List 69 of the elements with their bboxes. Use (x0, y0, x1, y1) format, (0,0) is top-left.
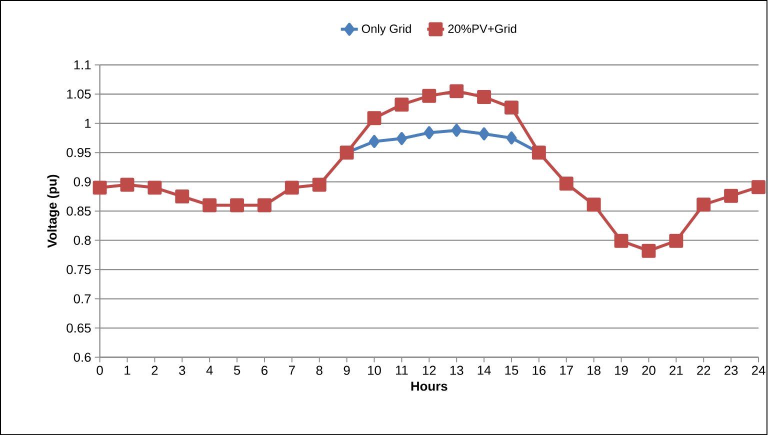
x-tick-label: 20 (642, 366, 656, 375)
point (396, 132, 407, 145)
x-tick-label: 14 (478, 366, 491, 375)
point (614, 234, 628, 248)
point (478, 127, 490, 140)
y-tick-label: 0.85 (66, 206, 91, 216)
y-tick-label: 0.9 (74, 177, 91, 186)
x-tick-label: 3 (179, 366, 186, 375)
point (642, 244, 656, 258)
point (669, 234, 684, 248)
point (148, 180, 162, 195)
y-axis-title: Voltage (pu) (47, 174, 60, 248)
point (504, 100, 518, 114)
point (450, 84, 464, 98)
y-tick-label: 1.1 (74, 60, 91, 70)
point (586, 198, 601, 212)
point (724, 188, 738, 203)
y-tick-label: 1.05 (67, 89, 91, 99)
x-tick-label: 19 (615, 366, 628, 375)
y-tick-label: 0.7 (74, 294, 91, 304)
x-tick-label: 5 (234, 366, 240, 375)
y-tick-label: 1 (85, 118, 91, 128)
x-tick-label: 15 (505, 366, 518, 375)
x-axis-title: Hours (411, 382, 448, 391)
x-tick-label: 8 (316, 366, 322, 375)
x-tick-label: 6 (262, 366, 268, 375)
point (175, 189, 190, 204)
x-tick-label: 24 (752, 366, 766, 375)
point (369, 134, 380, 148)
x-tick-label: 10 (368, 366, 381, 375)
point (752, 180, 766, 194)
x-tick-label: 9 (344, 366, 350, 375)
y-tick-label: 0.95 (66, 148, 91, 158)
point (394, 98, 409, 112)
point (230, 198, 244, 212)
legend-label: 20%PV+Grid (448, 24, 516, 33)
y-tick-label: 0.6 (74, 352, 91, 362)
x-tick-label: 11 (396, 366, 408, 375)
point (120, 178, 134, 192)
x-tick-label: 22 (697, 366, 710, 375)
x-tick-label: 4 (206, 366, 213, 375)
y-tick-label: 0.8 (74, 236, 91, 245)
point (312, 178, 326, 192)
point (284, 180, 299, 195)
x-tick-label: 23 (724, 366, 738, 375)
point (506, 131, 517, 144)
x-tick-label: 17 (560, 366, 573, 375)
point (696, 198, 711, 212)
point (424, 126, 434, 140)
point (202, 198, 217, 212)
point (257, 198, 272, 212)
x-tick-label: 7 (289, 366, 295, 375)
x-tick-label: 13 (450, 366, 464, 375)
point (92, 180, 107, 195)
x-tick-label: 16 (532, 366, 546, 375)
point (422, 88, 436, 103)
y-tick-label: 0.75 (66, 264, 91, 274)
x-tick-label: 18 (588, 366, 600, 375)
x-tick-label: 21 (670, 366, 683, 375)
y-tick-label: 0.65 (66, 323, 91, 333)
legend-label: Only Grid (362, 24, 411, 36)
point (451, 124, 462, 137)
point (367, 111, 382, 126)
x-tick-label: 12 (422, 366, 436, 375)
point (477, 90, 492, 104)
x-tick-label: 1 (124, 366, 130, 375)
point (559, 176, 574, 191)
x-tick-label: 2 (152, 366, 158, 375)
x-tick-label: 0 (96, 366, 103, 375)
